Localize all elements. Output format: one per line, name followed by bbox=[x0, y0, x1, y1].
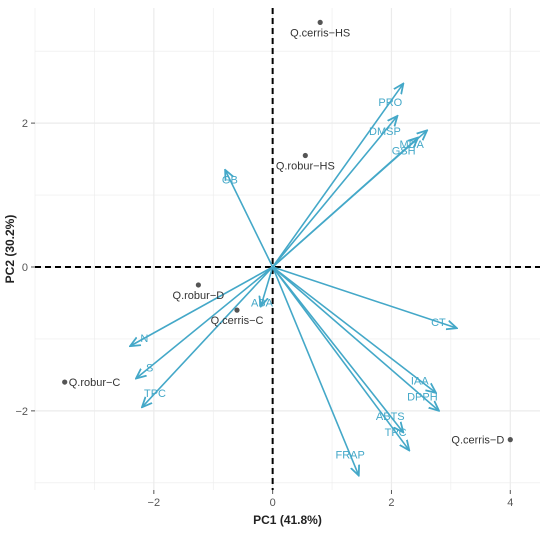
x-tick-label: 0 bbox=[270, 497, 276, 509]
loading-arrow bbox=[271, 266, 359, 476]
sample-label: Q.robur−D bbox=[173, 290, 225, 302]
loading-label: TPC bbox=[385, 427, 407, 439]
loading-arrow bbox=[225, 170, 274, 268]
y-tick-label: 2 bbox=[22, 118, 28, 130]
zero-lines bbox=[35, 8, 540, 490]
loading-arrow bbox=[272, 266, 439, 411]
loading-arrows: PRODMSPMDAGSHGBABANSTPCCTIAADPPHABTSTPCF… bbox=[130, 84, 457, 476]
loading-arrow bbox=[272, 137, 419, 268]
loading-label: S bbox=[146, 362, 153, 374]
y-tick-label: 0 bbox=[22, 262, 28, 274]
loading-arrow bbox=[272, 116, 398, 268]
sample-point bbox=[507, 437, 513, 443]
sample-label: Q.robur−HS bbox=[276, 160, 335, 172]
sample-point bbox=[62, 379, 68, 385]
loading-label: GSH bbox=[392, 145, 416, 157]
loading-arrow bbox=[272, 266, 410, 450]
x-tick-label: −2 bbox=[148, 497, 161, 509]
loading-label: N bbox=[140, 333, 148, 345]
y-tick-label: −2 bbox=[15, 406, 28, 418]
sample-point bbox=[234, 307, 240, 313]
sample-label: Q.cerris−D bbox=[451, 435, 504, 447]
x-tick-label: 4 bbox=[507, 497, 513, 509]
loading-label: DPPH bbox=[407, 391, 438, 403]
sample-label: Q.cerris−HS bbox=[290, 27, 350, 39]
loading-label: CT bbox=[431, 317, 446, 329]
sample-points: Q.cerris−HS Q.robur−HS Q.robur−D Q.cerris−C… bbox=[62, 19, 513, 447]
y-axis-title: PC2 (30.2%) bbox=[3, 215, 17, 284]
loading-arrow bbox=[272, 266, 404, 432]
axes: −2 0 2 4 −2 0 2 bbox=[15, 118, 513, 509]
loading-label: DMSP bbox=[369, 126, 401, 138]
loading-label: GB bbox=[222, 175, 238, 187]
x-axis-title: PC1 (41.8%) bbox=[253, 513, 322, 527]
loading-arrow bbox=[261, 266, 274, 307]
sample-label: Q.robur−C bbox=[69, 377, 121, 389]
loading-arrow bbox=[136, 266, 274, 379]
loading-label: FRAP bbox=[336, 450, 365, 462]
loading-label: ABA bbox=[251, 298, 274, 310]
loading-arrow bbox=[142, 266, 274, 407]
loading-label: TPC bbox=[144, 388, 166, 400]
x-tick-label: 2 bbox=[388, 497, 394, 509]
loading-arrow bbox=[271, 84, 404, 268]
loading-arrow bbox=[130, 266, 274, 346]
loading-label: ABTS bbox=[376, 411, 405, 423]
sample-point bbox=[317, 19, 323, 25]
loading-label: IAA bbox=[411, 375, 429, 387]
sample-label: Q.cerris−C bbox=[211, 315, 264, 327]
sample-point bbox=[195, 282, 201, 288]
sample-point bbox=[302, 152, 308, 159]
loading-arrow bbox=[272, 266, 457, 328]
loading-label: PRO bbox=[378, 97, 402, 109]
loading-arrow bbox=[272, 266, 436, 393]
